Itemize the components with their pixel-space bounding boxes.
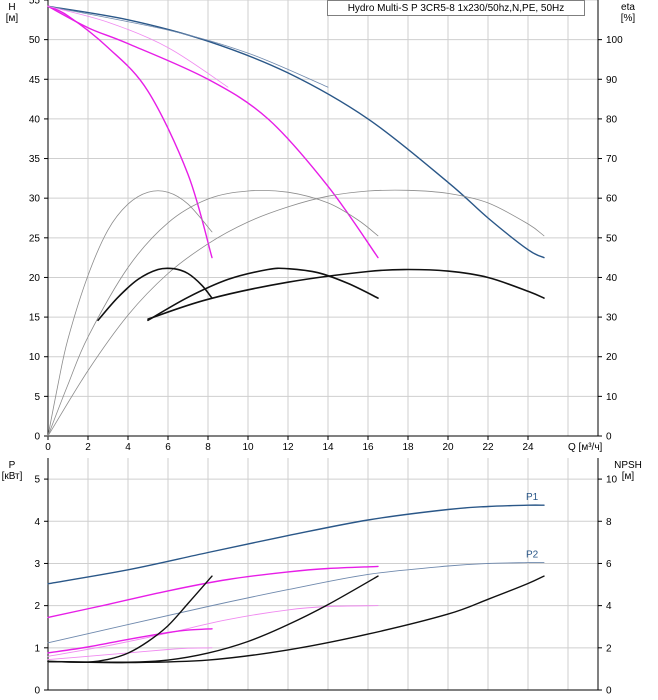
head-series-h-faint [47,5,329,88]
power-y-tick-label: 2 [34,601,40,612]
power-series-label-p2: P2 [526,550,539,561]
head-y-unit: [м] [6,13,19,24]
head-y-tick-label: 15 [29,313,41,324]
head-y2-tick-label: 60 [606,194,618,205]
head-series-eta-mid [47,189,379,437]
head-series-eta-op-mid [147,267,379,322]
head-y-label: H [8,2,15,13]
head-y2-label: eta [621,2,635,13]
power-y2-unit: [м] [622,471,635,482]
head-x-tick-label: 6 [165,442,171,453]
power-y2-tick-label: 2 [606,643,612,654]
head-x-tick-label: 20 [442,442,454,453]
power-y2-tick-label: 0 [606,686,612,697]
head-series-h-faint-mid [47,5,229,88]
head-x-tick-label: 8 [205,442,211,453]
head-x-tick-label: 0 [45,442,51,453]
head-y2-unit: [%] [621,13,636,24]
head-y-tick-label: 35 [29,154,41,165]
head-x-tick-label: 18 [402,442,414,453]
head-x-tick-label: 12 [282,442,294,453]
power-series-npsh-max [47,575,545,664]
head-x-tick-label: 24 [522,442,534,453]
head-y-tick-label: 55 [29,0,41,7]
power-series-npsh-mid [47,575,379,663]
head-y2-tick-label: 10 [606,392,618,403]
power-series-p2-mid [47,605,379,657]
head-y2-tick-label: 50 [606,233,618,244]
head-x-tick-label: 10 [242,442,254,453]
head-x-tick-label: 16 [362,442,374,453]
head-y2-tick-label: 90 [606,75,618,86]
power-y2-tick-label: 10 [606,475,618,486]
head-y-tick-label: 0 [34,432,40,443]
head-y2-tick-label: 70 [606,154,618,165]
power-series-label-p1: P1 [526,492,539,503]
head-x-tick-label: 22 [482,442,494,453]
head-y-tick-label: 10 [29,352,41,363]
head-y2-tick-label: 30 [606,313,618,324]
power-series-p1-low [47,628,213,654]
head-series-h-mid [47,5,379,259]
head-y2-tick-label: 80 [606,114,618,125]
head-y-tick-label: 30 [29,194,41,205]
power-series-npsh-low [47,575,213,663]
power-series-p1 [47,504,545,585]
head-y2-tick-label: 20 [606,352,618,363]
power-series-p2 [47,562,545,644]
head-y-tick-label: 5 [34,392,40,403]
head-y-tick-label: 45 [29,75,41,86]
power-series-p2-low [47,647,213,661]
power-y-unit: [кВт] [2,471,23,482]
power-y-tick-label: 0 [34,686,40,697]
head-series-eta-low [47,190,213,437]
head-x-tick-label: 2 [85,442,91,453]
head-y-tick-label: 50 [29,35,41,46]
head-y2-tick-label: 0 [606,432,612,443]
chart-title: Hydro Multi-S P 3CR5-8 1x230/50hz,N,PE, … [327,0,585,16]
head-y-tick-label: 20 [29,273,41,284]
power-y-tick-label: 4 [34,517,40,528]
power-y-label: P [9,460,16,471]
head-y2-tick-label: 100 [606,35,623,46]
power-series-p1-mid [47,565,379,619]
power-y2-tick-label: 4 [606,601,612,612]
head-series-h-max [47,5,545,259]
head-y-tick-label: 40 [29,114,41,125]
power-y2-label: NPSH [614,460,642,471]
head-y-tick-label: 25 [29,233,41,244]
power-y2-tick-label: 6 [606,559,612,570]
power-y-tick-label: 1 [34,643,40,654]
head-x-axis-label: Q [м³/ч] [568,442,603,453]
head-series-eta-op-max [147,268,545,320]
head-series-h-low [47,5,213,259]
power-y-tick-label: 5 [34,475,40,486]
head-y2-tick-label: 40 [606,273,618,284]
power-y2-tick-label: 8 [606,517,612,528]
head-series-eta-op-low [97,267,213,322]
head-series-eta-max [47,189,545,437]
head-x-tick-label: 4 [125,442,131,453]
power-y-tick-label: 3 [34,559,40,570]
head-x-tick-label: 14 [322,442,334,453]
